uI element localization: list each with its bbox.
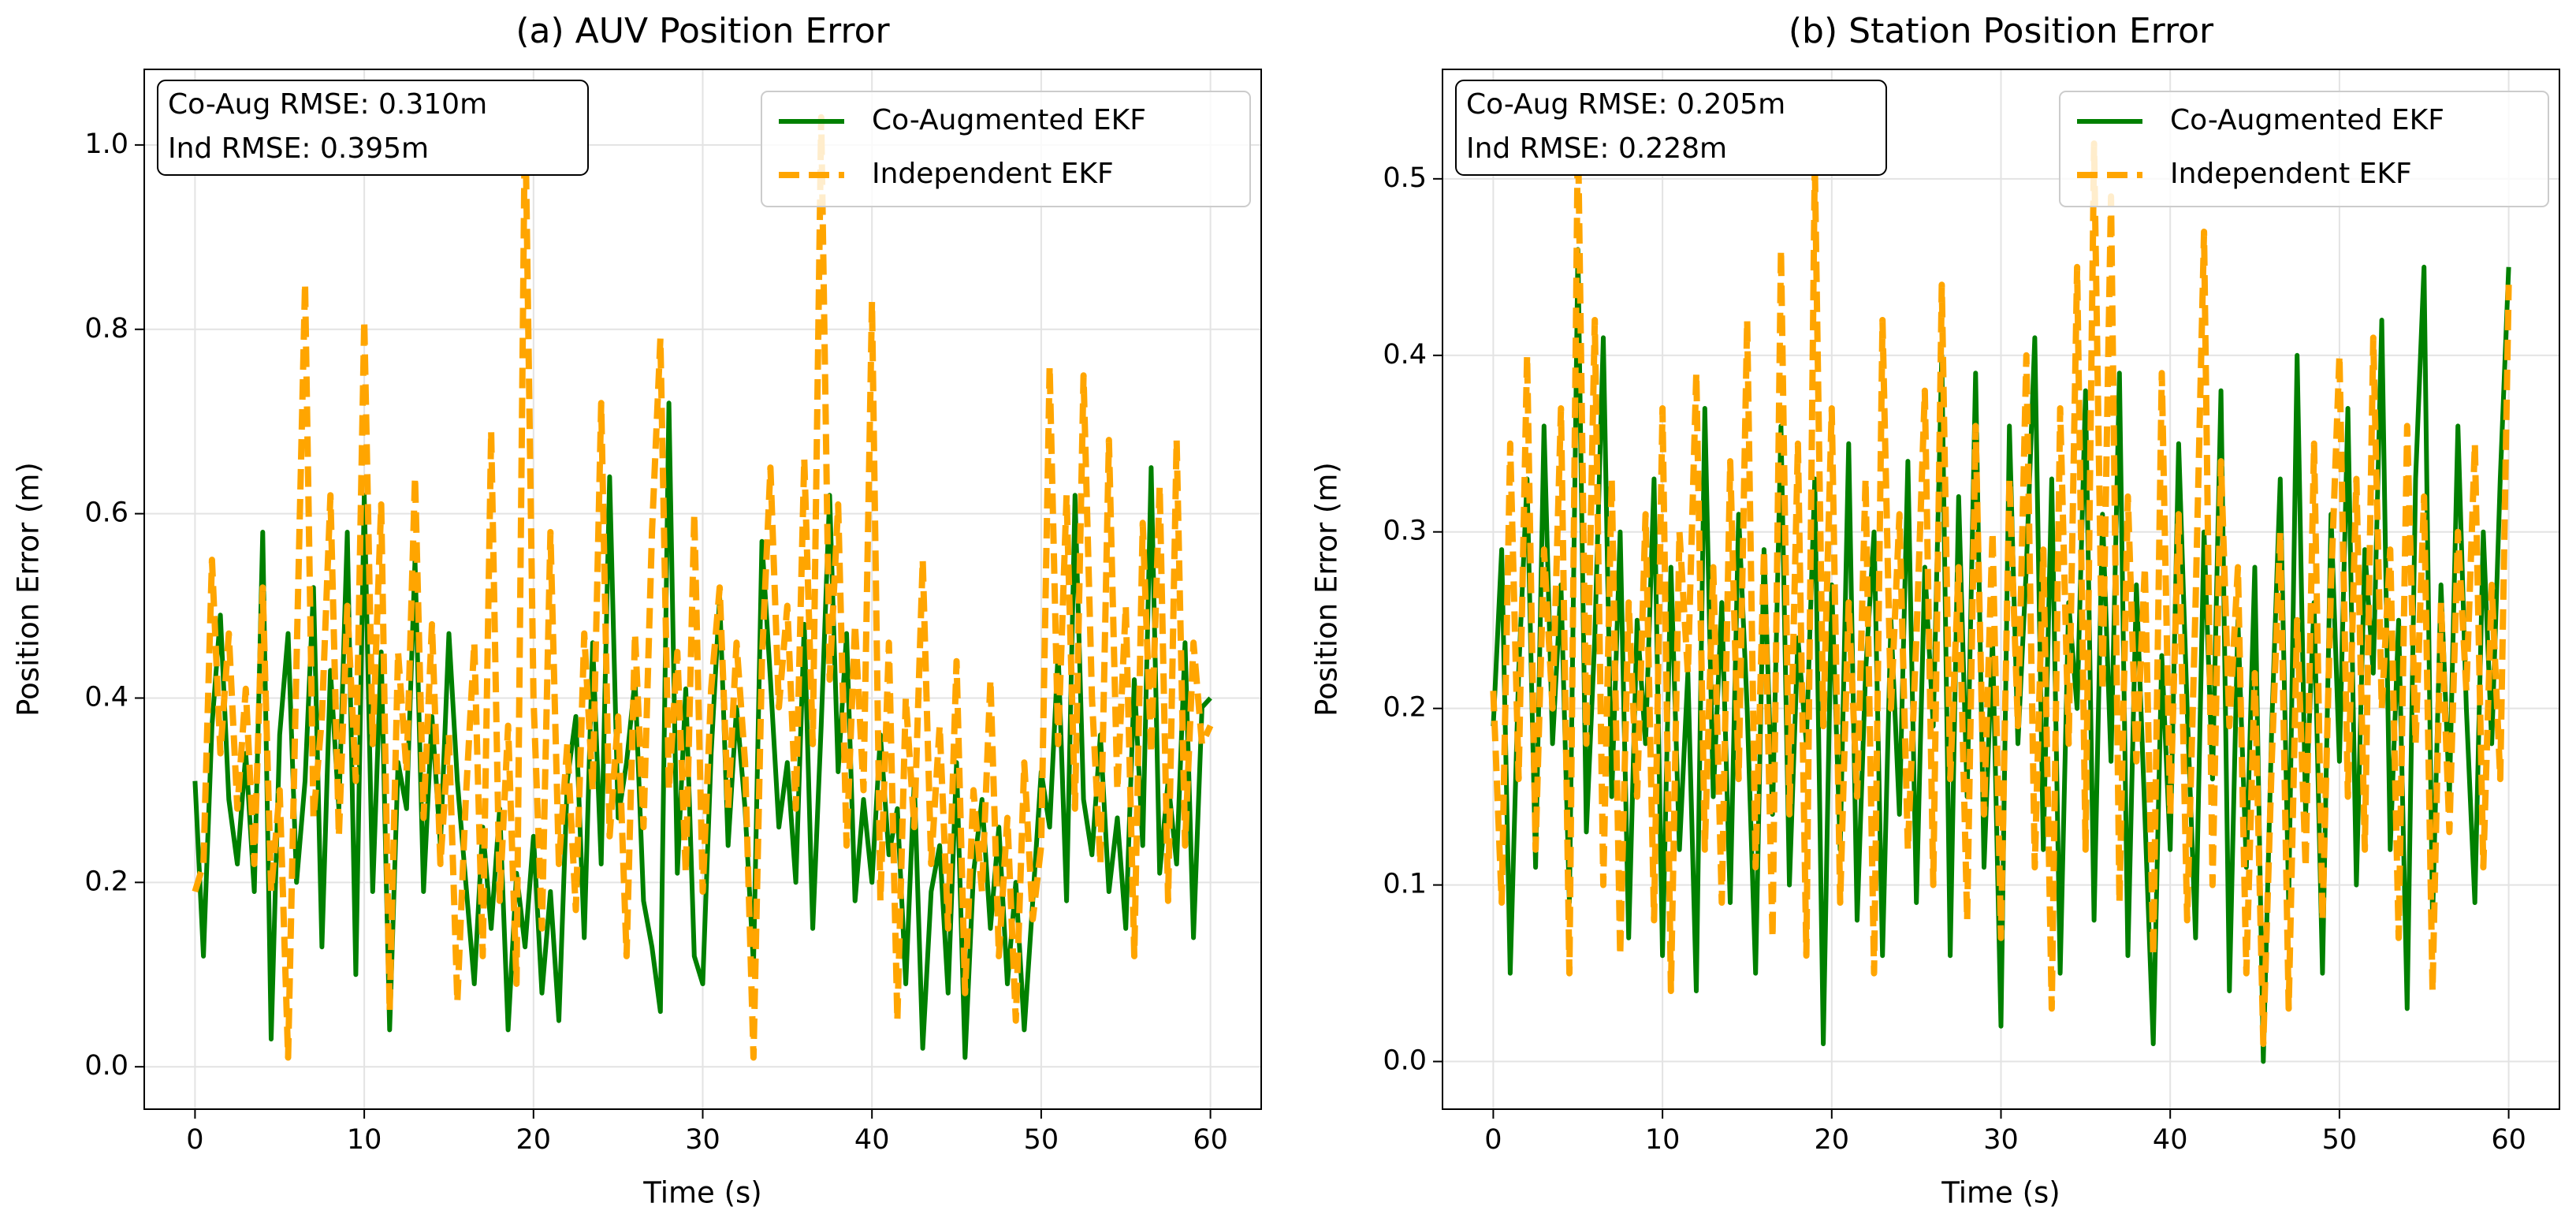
x-tick-label: 60 (1193, 1124, 1228, 1156)
legend-box (761, 91, 1251, 207)
y-tick-label: 0.0 (1383, 1045, 1427, 1077)
y-tick-label: 0.2 (1383, 692, 1427, 724)
y-tick-label: 0.1 (1383, 869, 1427, 900)
y-axis-label: Position Error (m) (12, 462, 46, 717)
annotation: Ind RMSE: 0.228m (1466, 132, 1727, 165)
y-axis-label: Position Error (m) (1310, 462, 1344, 717)
legend-label: Co-Augmented EKF (872, 104, 1146, 136)
y-tick-label: 1.0 (84, 128, 128, 160)
x-tick-label: 0 (186, 1124, 203, 1156)
chart-title: (a) AUV Position Error (516, 11, 890, 51)
x-axis-label: Time (s) (642, 1176, 761, 1210)
x-tick-label: 20 (1815, 1124, 1850, 1156)
subplot: 0 10 20 30 40 50 60 0.0 0.2 0.4 0.6 0.8 1.0 (a) AUV P… (12, 11, 1262, 1210)
axes-frame (1442, 69, 2560, 1110)
y-tick-label: 0.4 (1383, 339, 1427, 371)
y-tick-label: 0.0 (84, 1050, 128, 1082)
legend-label: Co-Augmented EKF (2170, 104, 2444, 136)
x-tick-label: 20 (516, 1124, 552, 1156)
data-line (1491, 247, 2511, 1064)
x-tick-label: 60 (2491, 1124, 2526, 1156)
data-line (1490, 122, 2512, 1048)
y-tick-label: 0.2 (84, 866, 128, 897)
axes-frame (143, 69, 1262, 1110)
y-tick-label: 0.6 (84, 497, 128, 529)
x-tick-label: 50 (1024, 1124, 1059, 1156)
chart-title: (b) Station Position Error (1789, 11, 2214, 51)
subplot: 0 10 20 30 40 50 60 0.0 0.1 0.2 0.3 0.4 0.5 (b) Stati… (1310, 11, 2560, 1210)
legend-box (2059, 91, 2549, 207)
y-tick-label: 0.3 (1383, 516, 1427, 547)
y-tick-label: 0.5 (1383, 162, 1427, 194)
x-axis-label: Time (s) (1941, 1176, 2060, 1210)
y-tick-label: 0.8 (84, 313, 128, 344)
legend-label: Independent EKF (872, 158, 1114, 190)
annotation-box (1455, 80, 1887, 176)
x-tick-label: 40 (854, 1124, 890, 1156)
annotation-box (157, 80, 589, 176)
data-line (192, 95, 1214, 1061)
x-tick-label: 50 (2322, 1124, 2358, 1156)
x-tick-label: 0 (1484, 1124, 1502, 1156)
x-tick-label: 30 (685, 1124, 720, 1156)
x-tick-label: 10 (347, 1124, 382, 1156)
y-tick-label: 0.4 (84, 681, 128, 713)
annotation: Co-Aug RMSE: 0.205m (1466, 88, 1785, 121)
x-tick-label: 30 (1983, 1124, 2019, 1156)
legend-label: Independent EKF (2170, 158, 2412, 190)
x-tick-label: 10 (1645, 1124, 1681, 1156)
annotation: Ind RMSE: 0.395m (168, 132, 429, 165)
x-tick-label: 40 (2153, 1124, 2188, 1156)
annotation: Co-Aug RMSE: 0.310m (168, 88, 487, 121)
